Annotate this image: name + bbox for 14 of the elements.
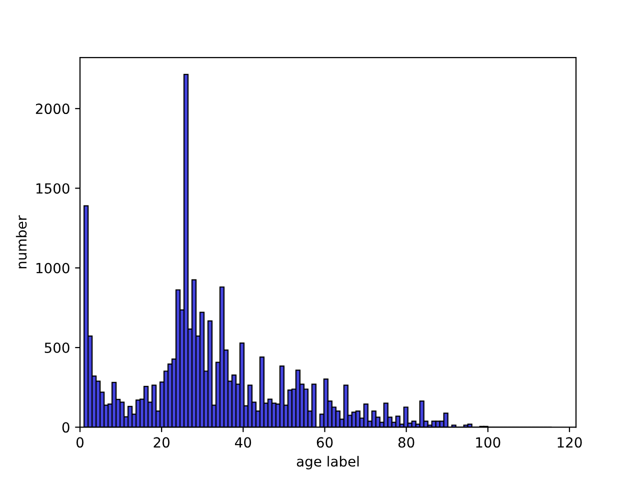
x-tick-label: 100 [476, 437, 500, 448]
y-tick-label: 1500 [36, 183, 70, 194]
x-tick-label: 80 [398, 437, 414, 448]
y-tick-label: 2000 [36, 104, 70, 114]
x-tick-label: 60 [316, 437, 333, 448]
x-tick-label: 40 [235, 437, 252, 448]
x-tick-label: 120 [558, 437, 582, 448]
y-tick-label: 500 [44, 342, 70, 354]
x-tick-label: 0 [76, 437, 84, 448]
y-tick-label: 0 [62, 422, 70, 433]
x-axis-title: age label [296, 456, 359, 470]
y-tick-label: 1000 [36, 262, 70, 274]
x-tick-label: 20 [154, 437, 170, 448]
y-axis-title: number [16, 215, 27, 268]
